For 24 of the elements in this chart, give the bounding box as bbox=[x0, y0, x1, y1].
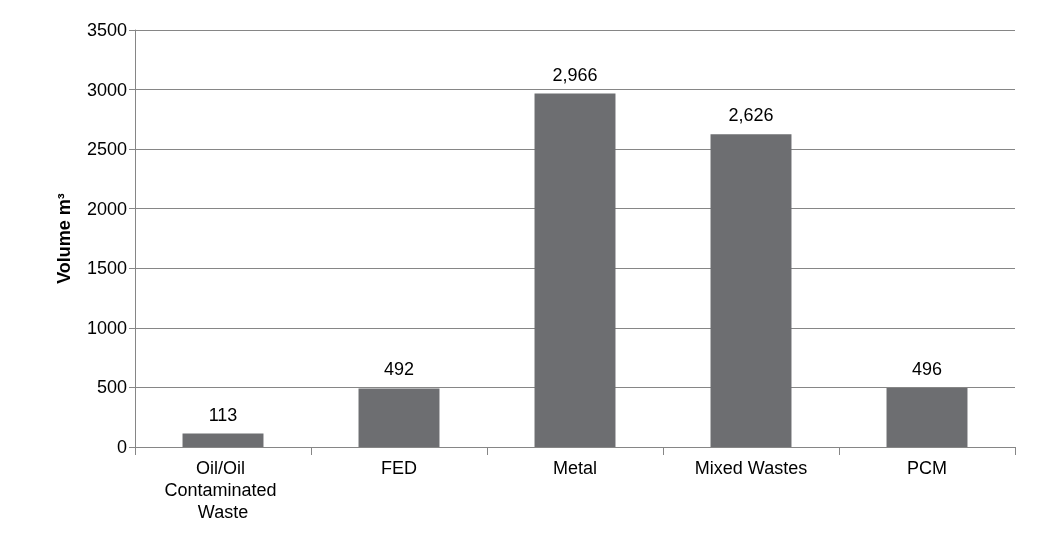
y-tick-label: 1500 bbox=[86, 258, 127, 279]
bar bbox=[710, 134, 792, 447]
data-label: 496 bbox=[911, 358, 943, 379]
data-label: 2,626 bbox=[728, 105, 774, 126]
data-label: 492 bbox=[383, 359, 415, 380]
data-label: 113 bbox=[208, 404, 238, 425]
bar bbox=[534, 93, 616, 447]
bar bbox=[182, 433, 264, 447]
bar bbox=[886, 387, 968, 447]
y-tick-label: 2000 bbox=[86, 198, 127, 219]
y-tick-label: 0 bbox=[116, 437, 127, 457]
y-tick-label: 3000 bbox=[86, 79, 127, 100]
x-tick-label: FED bbox=[381, 458, 417, 478]
data-label: 2,966 bbox=[552, 64, 598, 85]
x-tick-label: PCM bbox=[907, 458, 947, 478]
x-tick-label: Mixed Wastes bbox=[694, 458, 808, 478]
x-tick-label: Oil/Oil Contaminated Waste bbox=[164, 458, 282, 522]
y-tick-label: 1000 bbox=[86, 317, 127, 338]
y-axis-title: Volume m³ bbox=[54, 193, 74, 284]
y-tick-label: 3500 bbox=[86, 20, 127, 40]
y-tick-label: 500 bbox=[96, 377, 127, 398]
x-tick-label: Metal bbox=[552, 458, 598, 478]
y-tick-label: 2500 bbox=[86, 139, 127, 160]
bar bbox=[358, 388, 440, 447]
